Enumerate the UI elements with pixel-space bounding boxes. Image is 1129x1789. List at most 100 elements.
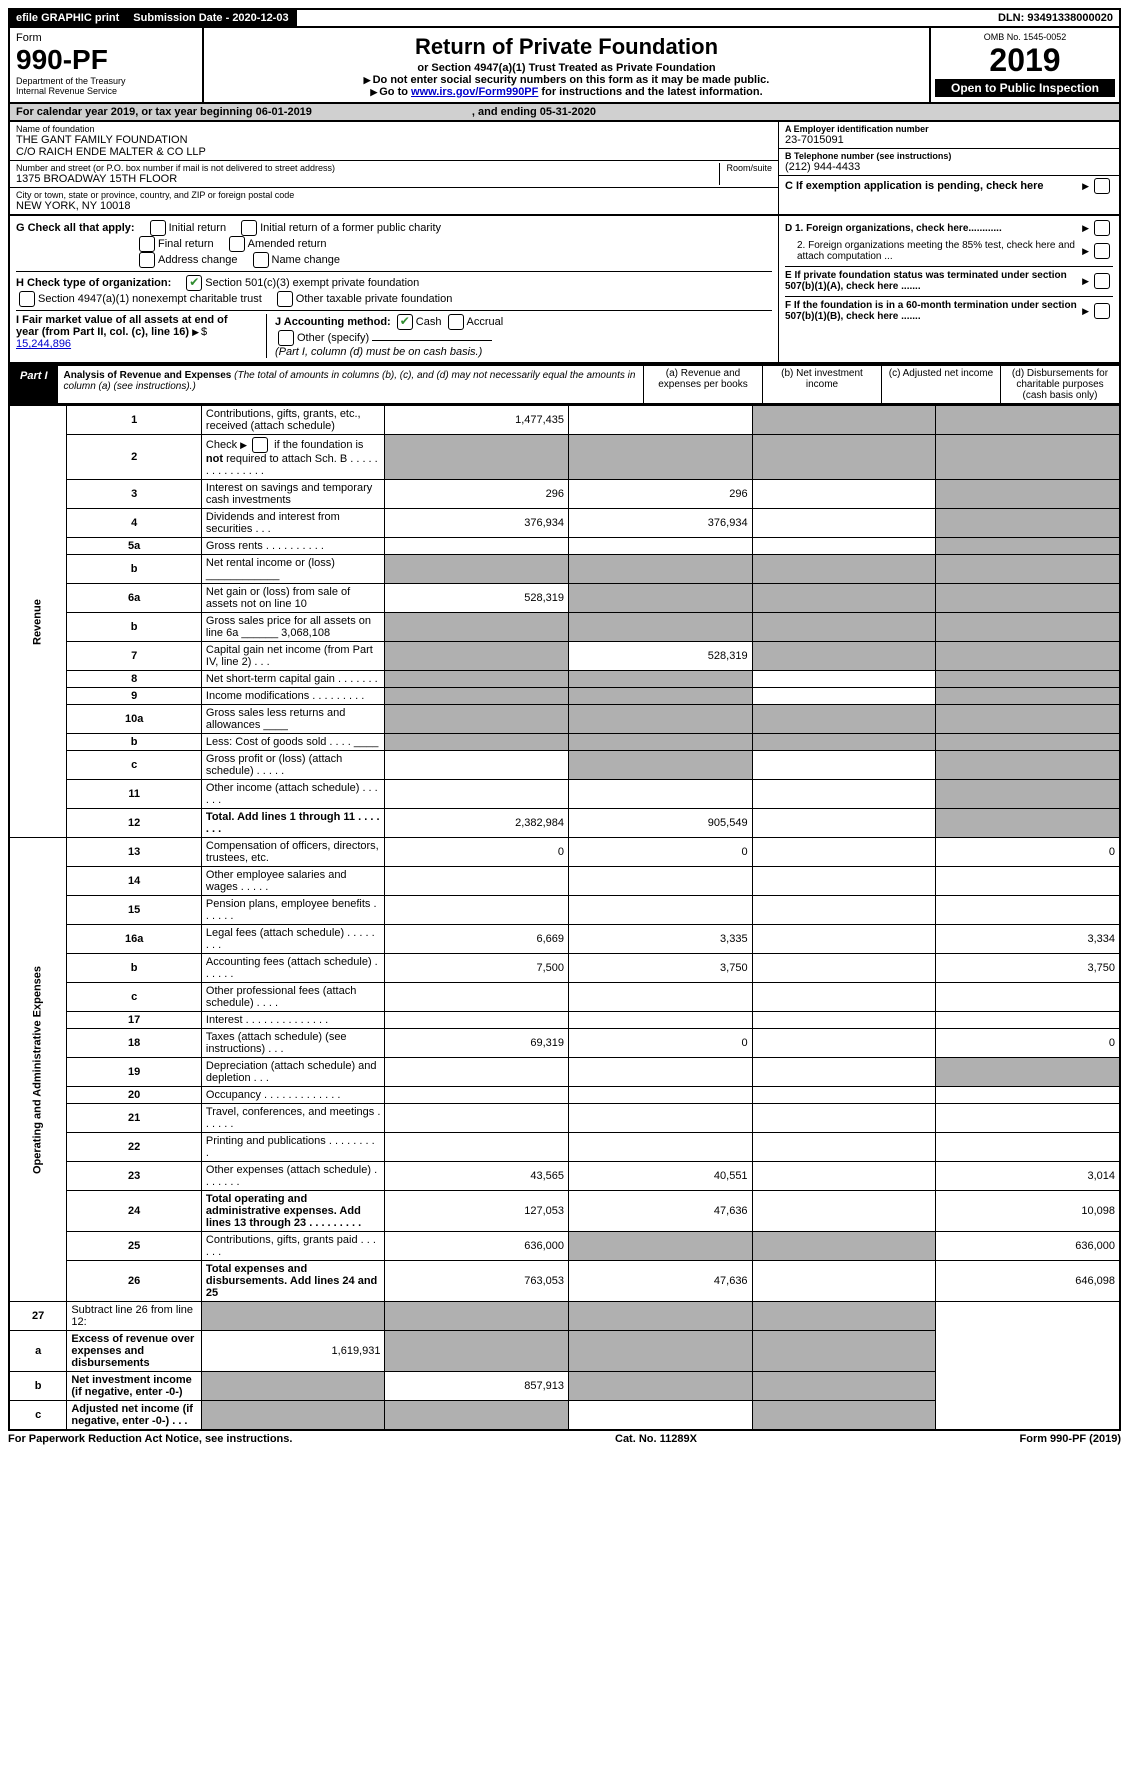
amount-cell <box>385 555 569 584</box>
line-desc: Excess of revenue over expenses and disb… <box>67 1331 202 1372</box>
amount-cell <box>385 1104 569 1133</box>
amount-cell <box>752 1012 936 1029</box>
line-desc: Travel, conferences, and meetings . . . … <box>201 1104 385 1133</box>
amount-cell <box>752 954 936 983</box>
part1-desc: Analysis of Revenue and Expenses (The to… <box>58 366 643 403</box>
amount-cell <box>936 867 1120 896</box>
amount-cell <box>936 734 1120 751</box>
chk-e[interactable] <box>1094 273 1110 289</box>
chk-other-method[interactable] <box>278 330 294 346</box>
table-row: 19Depreciation (attach schedule) and dep… <box>9 1058 1120 1087</box>
amount-cell: 376,934 <box>569 509 753 538</box>
line-number: c <box>67 983 202 1012</box>
footer-mid: Cat. No. 11289X <box>615 1433 697 1445</box>
chk-initial[interactable] <box>150 220 166 236</box>
amount-cell <box>569 867 753 896</box>
amount-cell: 636,000 <box>385 1232 569 1261</box>
room-suite: Room/suite <box>719 163 772 185</box>
amount-cell: 0 <box>569 1029 753 1058</box>
amount-cell <box>936 613 1120 642</box>
fmv-link[interactable]: 15,244,896 <box>16 338 71 350</box>
amount-cell <box>752 1331 936 1372</box>
chk-other-taxable[interactable] <box>277 291 293 307</box>
amount-cell <box>936 809 1120 838</box>
amount-cell <box>752 1302 936 1331</box>
amount-cell <box>569 1401 753 1431</box>
line-desc: Compensation of officers, directors, tru… <box>201 838 385 867</box>
amount-cell <box>936 705 1120 734</box>
table-row: cGross profit or (loss) (attach schedule… <box>9 751 1120 780</box>
chk-addr-change[interactable] <box>139 252 155 268</box>
chk-name-change[interactable] <box>253 252 269 268</box>
check-left: G Check all that apply: Initial return I… <box>10 216 779 362</box>
amount-cell <box>752 809 936 838</box>
table-row: 27Subtract line 26 from line 12: <box>9 1302 1120 1331</box>
amount-cell <box>752 705 936 734</box>
table-row: 14Other employee salaries and wages . . … <box>9 867 1120 896</box>
amount-cell: 69,319 <box>385 1029 569 1058</box>
line-desc: Occupancy . . . . . . . . . . . . . <box>201 1087 385 1104</box>
amount-cell <box>569 1104 753 1133</box>
amount-cell <box>752 613 936 642</box>
header-center: Return of Private Foundation or Section … <box>204 28 929 102</box>
chk-4947[interactable] <box>19 291 35 307</box>
amount-cell: 528,319 <box>385 584 569 613</box>
part1-table: Revenue1Contributions, gifts, grants, et… <box>8 405 1121 1431</box>
line-desc: Pension plans, employee benefits . . . .… <box>201 896 385 925</box>
amount-cell <box>569 1372 753 1401</box>
table-row: Operating and Administrative Expenses13C… <box>9 838 1120 867</box>
amount-cell <box>385 867 569 896</box>
chk-amended[interactable] <box>229 236 245 252</box>
amount-cell: 528,319 <box>569 642 753 671</box>
line-number: 20 <box>67 1087 202 1104</box>
checkbox-c[interactable] <box>1094 178 1110 194</box>
column-headers: (a) Revenue and expenses per books (b) N… <box>643 366 1119 403</box>
amount-cell: 47,636 <box>569 1261 753 1302</box>
amount-cell: 0 <box>936 838 1120 867</box>
chk-f[interactable] <box>1094 303 1110 319</box>
form990pf-link[interactable]: www.irs.gov/Form990PF <box>411 86 538 98</box>
amount-cell <box>752 555 936 584</box>
table-row: 2Check if the foundation is not required… <box>9 435 1120 480</box>
amount-cell <box>385 780 569 809</box>
chk-initial-former[interactable] <box>241 220 257 236</box>
line-number: 2 <box>67 435 202 480</box>
line-number: a <box>9 1331 67 1372</box>
chk-501c3[interactable] <box>186 275 202 291</box>
calendar-end: , and ending 05-31-2020 <box>472 106 596 118</box>
line-number: 16a <box>67 925 202 954</box>
table-row: 4Dividends and interest from securities … <box>9 509 1120 538</box>
chk-final[interactable] <box>139 236 155 252</box>
amount-cell <box>936 983 1120 1012</box>
chk-accrual[interactable] <box>448 314 464 330</box>
submission-date: Submission Date - 2020-12-03 <box>127 10 296 26</box>
table-row: 9Income modifications . . . . . . . . . <box>9 688 1120 705</box>
chk-cash[interactable] <box>397 314 413 330</box>
amount-cell <box>385 688 569 705</box>
amount-cell: 0 <box>569 838 753 867</box>
amount-cell <box>752 838 936 867</box>
col-b: (b) Net investment income <box>762 366 881 403</box>
amount-cell: 127,053 <box>385 1191 569 1232</box>
table-row: 18Taxes (attach schedule) (see instructi… <box>9 1029 1120 1058</box>
amount-cell <box>936 538 1120 555</box>
amount-cell <box>385 671 569 688</box>
table-row: bNet rental income or (loss) ___________… <box>9 555 1120 584</box>
line-desc: Subtract line 26 from line 12: <box>67 1302 202 1331</box>
chk-d2[interactable] <box>1094 243 1110 259</box>
line-number: 11 <box>67 780 202 809</box>
amount-cell <box>936 1104 1120 1133</box>
footer-right: Form 990-PF (2019) <box>1020 1433 1121 1445</box>
table-row: 23Other expenses (attach schedule) . . .… <box>9 1162 1120 1191</box>
footer-left: For Paperwork Reduction Act Notice, see … <box>8 1433 292 1445</box>
chk-schB[interactable] <box>252 437 268 453</box>
table-row: 12Total. Add lines 1 through 11 . . . . … <box>9 809 1120 838</box>
line-desc: Net short-term capital gain . . . . . . … <box>201 671 385 688</box>
chk-d1[interactable] <box>1094 220 1110 236</box>
amount-cell <box>936 780 1120 809</box>
ij-row: I Fair market value of all assets at end… <box>16 310 772 358</box>
table-row: 7Capital gain net income (from Part IV, … <box>9 642 1120 671</box>
amount-cell <box>936 555 1120 584</box>
line-desc: Other expenses (attach schedule) . . . .… <box>201 1162 385 1191</box>
line-desc: Depreciation (attach schedule) and deple… <box>201 1058 385 1087</box>
